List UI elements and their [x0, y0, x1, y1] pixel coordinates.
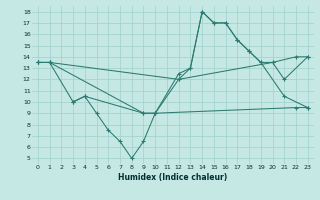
X-axis label: Humidex (Indice chaleur): Humidex (Indice chaleur)	[118, 173, 228, 182]
